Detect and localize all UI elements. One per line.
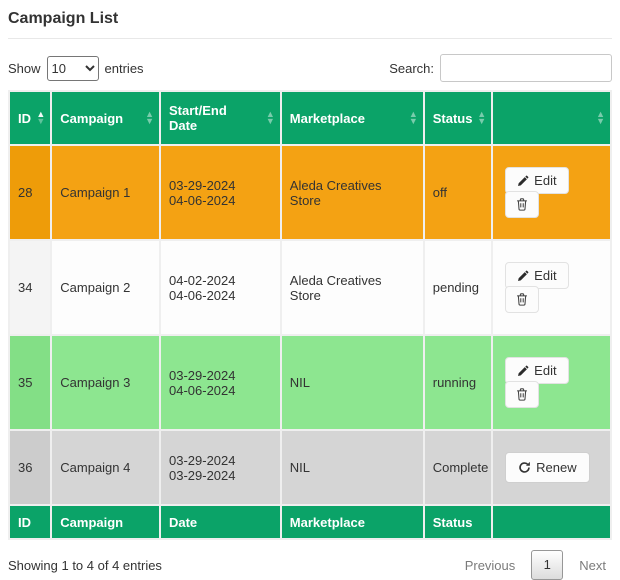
sort-asc-icon: ▲ (265, 109, 275, 119)
sort-asc-icon: ▲ (145, 109, 154, 119)
show-label: Show (8, 60, 41, 76)
footer-status: Status (424, 506, 492, 538)
trash-icon (517, 293, 528, 306)
renew-button-label: Renew (536, 460, 577, 475)
cell-actions: Edit (493, 241, 610, 334)
table-info-row: Showing 1 to 4 of 4 entries Previous 1 N… (8, 550, 612, 580)
footer-id: ID (10, 506, 51, 538)
header-id[interactable]: ID ▲ ▼ (10, 92, 51, 144)
cell-id: 35 (10, 336, 51, 429)
cell-dates: 03-29-2024 04-06-2024 (160, 336, 280, 429)
page-length-control: Show 10 entries (8, 55, 144, 81)
header-date-label: Start/End Date (168, 103, 227, 133)
sort-desc-icon: ▼ (145, 116, 154, 126)
campaign-table: ID ▲ ▼ Campaign ▲ ▼ Start/End Date ▲ ▼ Marketp… (8, 90, 612, 540)
edit-button[interactable]: Edit (505, 262, 569, 289)
header-date[interactable]: Start/End Date ▲ ▼ (160, 92, 280, 144)
cell-dates: 03-29-2024 03-29-2024 (160, 431, 280, 504)
table-header: ID ▲ ▼ Campaign ▲ ▼ Start/End Date ▲ ▼ Marketp… (10, 92, 610, 144)
footer-campaign: Campaign (52, 506, 159, 538)
pagination: Previous 1 Next (459, 550, 612, 580)
footer-date: Date (160, 506, 280, 538)
sort-asc-icon: ▲ (408, 109, 418, 119)
edit-button-label: Edit (534, 173, 557, 188)
cell-dates: 04-02-2024 04-06-2024 (160, 241, 280, 334)
table-row: 28 Campaign 1 03-29-2024 04-06-2024 Aled… (10, 146, 610, 239)
sort-asc-icon: ▲ (477, 109, 487, 119)
sort-desc-icon: ▼ (36, 116, 46, 126)
edit-button-label: Edit (534, 268, 557, 283)
search-label: Search: (389, 60, 434, 76)
cell-marketplace: NIL (281, 431, 423, 504)
previous-page-button[interactable]: Previous (464, 557, 516, 573)
sort-asc-icon: ▲ (596, 109, 605, 119)
cell-campaign: Campaign 3 (52, 336, 159, 429)
sort-desc-icon: ▼ (596, 116, 605, 126)
cell-marketplace: NIL (281, 336, 423, 429)
delete-button[interactable] (505, 191, 540, 218)
header-marketplace-label: Marketplace (289, 110, 365, 126)
cell-dates: 03-29-2024 04-06-2024 (160, 146, 280, 239)
header-status[interactable]: Status ▲ ▼ (424, 92, 492, 144)
entries-label: entries (104, 60, 144, 76)
edit-button[interactable]: Edit (505, 357, 569, 384)
page-length-select[interactable]: 10 (46, 55, 99, 81)
cell-id: 28 (10, 146, 51, 239)
table-row: 36 Campaign 4 03-29-2024 03-29-2024 NIL … (10, 431, 610, 504)
cell-status: running (424, 336, 492, 429)
title-divider (8, 38, 612, 39)
cell-actions: Edit (493, 336, 610, 429)
sort-asc-icon: ▲ (36, 109, 46, 119)
refresh-icon (519, 461, 531, 473)
edit-button[interactable]: Edit (505, 167, 569, 194)
cell-marketplace: Aleda Creatives Store (281, 241, 423, 334)
page-title: Campaign List (8, 10, 119, 27)
cell-actions: Edit (493, 146, 610, 239)
cell-id: 36 (10, 431, 51, 504)
cell-id: 34 (10, 241, 51, 334)
header-campaign-label: Campaign (60, 110, 124, 126)
header-actions[interactable]: ▲ ▼ (493, 92, 610, 144)
table-controls: Show 10 entries Search: (8, 54, 612, 82)
table-body: 28 Campaign 1 03-29-2024 04-06-2024 Aled… (10, 146, 610, 504)
table-row: 34 Campaign 2 04-02-2024 04-06-2024 Aled… (10, 241, 610, 334)
pencil-icon (518, 270, 529, 281)
next-page-button[interactable]: Next (579, 557, 606, 573)
cell-status: off (424, 146, 492, 239)
trash-icon (517, 388, 528, 401)
cell-marketplace: Aleda Creatives Store (281, 146, 423, 239)
header-campaign[interactable]: Campaign ▲ ▼ (52, 92, 159, 144)
footer-marketplace: Marketplace (281, 506, 423, 538)
cell-campaign: Campaign 1 (52, 146, 159, 239)
search-control: Search: (389, 54, 612, 82)
trash-icon (517, 198, 528, 211)
cell-campaign: Campaign 2 (52, 241, 159, 334)
current-page-button[interactable]: 1 (531, 550, 564, 580)
table-row: 35 Campaign 3 03-29-2024 04-06-2024 NIL … (10, 336, 610, 429)
cell-status: pending (424, 241, 492, 334)
pencil-icon (518, 365, 529, 376)
footer-actions (493, 506, 610, 538)
header-id-label: ID (18, 110, 31, 126)
cell-campaign: Campaign 4 (52, 431, 159, 504)
sort-desc-icon: ▼ (408, 116, 418, 126)
sort-desc-icon: ▼ (477, 116, 487, 126)
pencil-icon (518, 175, 529, 186)
showing-entries-info: Showing 1 to 4 of 4 entries (8, 557, 162, 573)
cell-status: Complete (424, 431, 492, 504)
header-status-label: Status (432, 110, 473, 126)
sort-desc-icon: ▼ (265, 116, 275, 126)
header-marketplace[interactable]: Marketplace ▲ ▼ (281, 92, 423, 144)
cell-actions: Renew (493, 431, 610, 504)
delete-button[interactable] (505, 381, 540, 408)
table-footer: ID Campaign Date Marketplace Status (10, 506, 610, 538)
delete-button[interactable] (505, 286, 540, 313)
edit-button-label: Edit (534, 363, 557, 378)
search-input[interactable] (440, 54, 612, 82)
renew-button[interactable]: Renew (505, 452, 590, 483)
